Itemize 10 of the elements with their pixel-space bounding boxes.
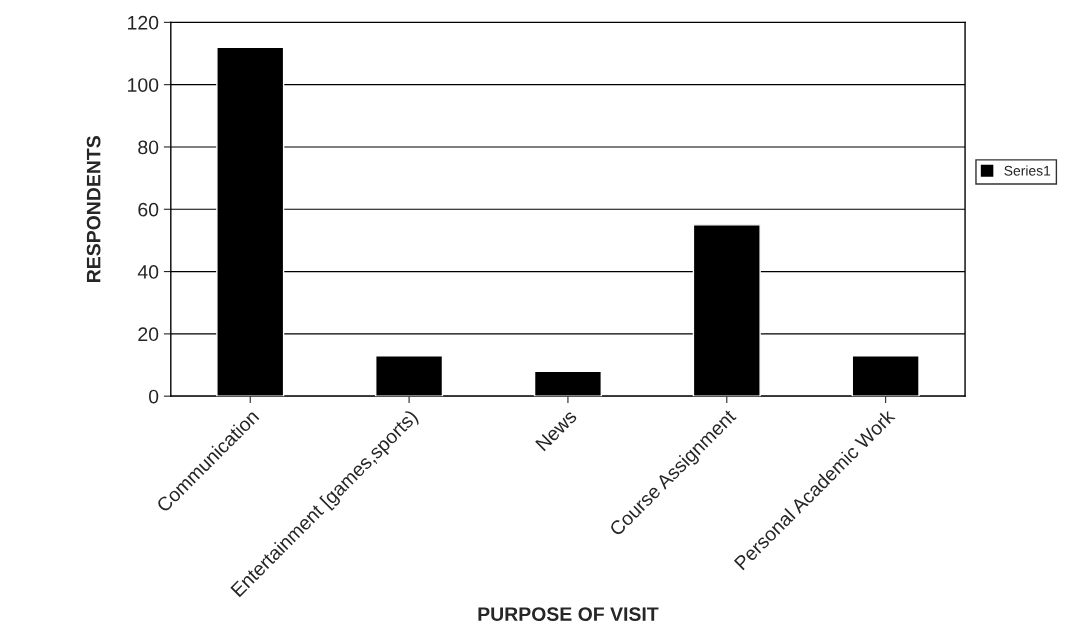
y-tick-label: 80 [138, 140, 159, 155]
y-tick-label: 20 [138, 327, 159, 342]
legend-label: Series1 [1004, 165, 1051, 176]
y-tick-label: 120 [128, 15, 159, 30]
y-tick-label: 60 [138, 202, 159, 217]
y-tick-label: 0 [148, 389, 159, 404]
y-axis-title: RESPONDENTS [86, 136, 101, 282]
y-tick-label: 100 [128, 78, 159, 92]
y-tick-label: 40 [137, 265, 159, 279]
x-axis-title: PURPOSE OF VISIT [478, 607, 659, 621]
